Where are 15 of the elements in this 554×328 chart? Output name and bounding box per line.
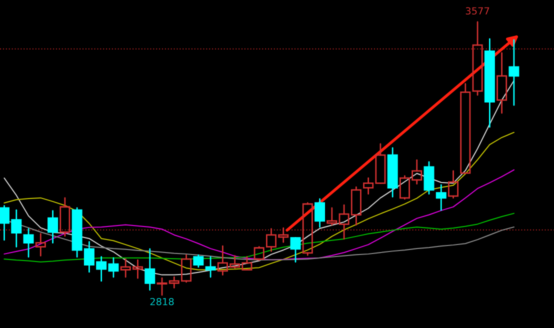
candlestick: [48, 210, 58, 244]
annotation: 2818: [150, 298, 174, 306]
candlestick: [205, 256, 216, 278]
candlestick: [302, 202, 313, 256]
candlestick: [448, 170, 459, 199]
candlestick: [496, 52, 508, 114]
candlestick: [387, 147, 398, 198]
annotation: 3577: [466, 7, 490, 15]
candlestick: [35, 233, 46, 256]
candlestick: [60, 197, 70, 237]
candlestick: [144, 248, 156, 291]
candlestick: [436, 184, 446, 211]
candlestick: [508, 39, 520, 106]
candlestick: [314, 198, 326, 228]
candlestick: [484, 38, 495, 128]
